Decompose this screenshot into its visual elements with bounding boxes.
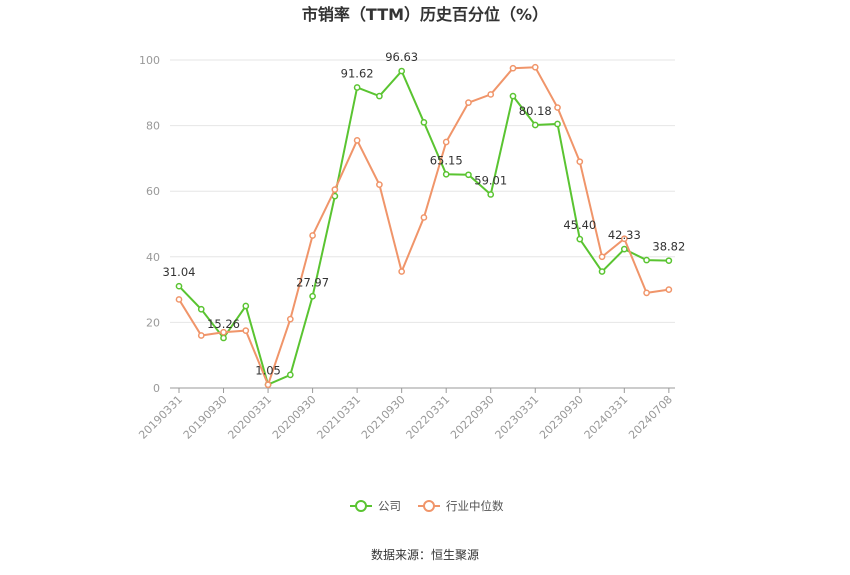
chart-title: 市销率（TTM）历史百分位（%） [302,5,548,24]
data-point [264,381,272,389]
y-tick-label: 80 [146,120,160,133]
data-labels: 31.04 15.26 1.05 27.97 91.62 96.63 65.15 59.01 8… [163,50,686,378]
x-tick-label: 20210331 [314,393,363,442]
y-tick-label: 100 [139,54,160,67]
data-label: 27.97 [296,275,329,289]
data-point [531,121,539,129]
data-point [420,214,428,221]
data-point [487,91,495,98]
data-point [376,92,383,100]
data-point [286,371,294,379]
legend-swatch-marker [355,500,367,512]
data-point [376,181,383,188]
x-tick-label: 20230930 [537,393,586,442]
data-point [442,170,450,178]
data-point [643,256,650,264]
data-point [576,235,584,243]
data-point [509,92,517,100]
x-tick-label: 20200331 [225,393,274,442]
data-label: 80.18 [519,104,552,118]
source-text: 数据来源：恒生聚源 [371,547,479,562]
data-label: 91.62 [341,66,374,80]
x-tick-label: 20220930 [448,393,497,442]
data-label: 45.40 [563,218,596,232]
data-point [175,282,183,290]
data-point [242,302,250,310]
x-tick-label: 20200930 [270,393,319,442]
data-point [465,171,472,179]
data-point [665,257,673,265]
data-point [197,332,205,339]
data-point [420,118,428,126]
data-point [554,104,561,111]
legend-swatch-marker [423,500,435,512]
legend: 公司 行业中位数 [350,499,504,513]
data-point [531,63,539,71]
data-point [442,138,450,146]
x-tick-label: 20240331 [582,393,631,442]
data-label: 42.33 [608,228,641,242]
x-tick-label: 20210930 [359,393,408,442]
x-tick-label: 20240708 [626,393,675,442]
data-point [353,84,361,91]
x-tick-label: 20220331 [404,393,453,442]
y-tick-label: 20 [146,316,160,329]
x-tick-label: 20230331 [493,393,542,442]
data-point [665,286,673,293]
data-point [286,315,294,323]
data-point [331,186,339,193]
data-label: 38.82 [652,240,685,254]
y-axis: 0 20 40 60 80 100 [139,54,160,395]
x-tick-label: 20190930 [181,393,230,442]
legend-label: 公司 [378,499,401,513]
data-point [576,158,584,166]
x-tick-label: 20190331 [136,393,185,442]
data-point [465,99,472,106]
series-layer [175,63,673,389]
data-point [554,120,561,128]
grid [170,59,675,323]
data-point [309,292,316,300]
data-point [620,235,628,243]
data-point [509,64,517,72]
data-point [220,328,227,336]
data-point [309,232,316,239]
data-label: 15.26 [207,317,240,331]
y-tick-label: 0 [153,382,160,395]
data-point [353,137,361,144]
data-point [242,327,250,334]
data-point [175,296,183,303]
y-tick-label: 40 [146,251,160,264]
data-point [643,289,650,297]
data-point [398,67,406,75]
data-point [398,268,406,275]
data-label: 96.63 [385,50,418,64]
data-label: 31.04 [163,265,196,279]
data-point [197,305,205,313]
data-point [220,334,227,342]
x-axis: 2019033120190930202003312020093020210331… [136,387,675,442]
data-point [598,268,606,275]
data-label: 1.05 [255,364,281,378]
data-point [487,191,495,198]
data-point [620,245,628,253]
data-label: 65.15 [430,153,463,167]
data-label: 59.01 [474,173,507,187]
y-tick-label: 60 [146,185,160,198]
legend-label: 行业中位数 [446,499,504,513]
data-point [598,253,606,261]
